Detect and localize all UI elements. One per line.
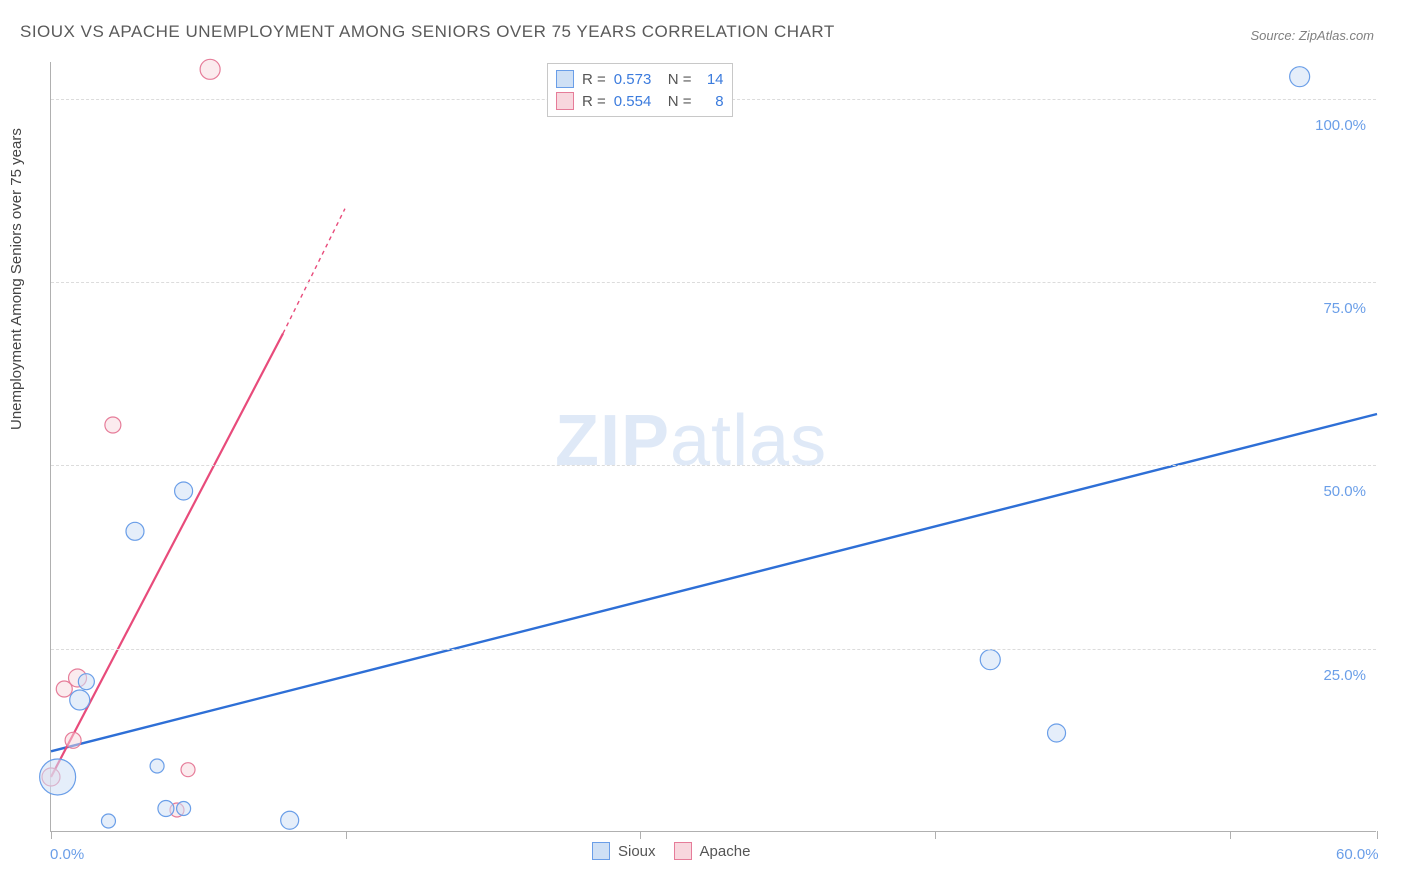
legend-swatch — [556, 92, 574, 110]
apache-point — [65, 732, 81, 748]
source-label: Source: ZipAtlas.com — [1250, 28, 1374, 43]
apache-point — [200, 59, 220, 79]
sioux-point — [70, 690, 90, 710]
sioux-point — [101, 814, 115, 828]
sioux-point — [150, 759, 164, 773]
x-tick — [1377, 831, 1378, 839]
x-tick — [935, 831, 936, 839]
legend-n-label: N = — [668, 71, 692, 88]
gridline-h — [51, 649, 1376, 650]
sioux-point — [78, 674, 94, 690]
gridline-h — [51, 465, 1376, 466]
gridline-h — [51, 282, 1376, 283]
legend-swatch — [556, 70, 574, 88]
x-tick — [346, 831, 347, 839]
legend-r-label: R = — [582, 71, 606, 88]
apache-point — [181, 763, 195, 777]
y-tick-label: 25.0% — [1323, 667, 1366, 684]
x-tick-label: 60.0% — [1336, 846, 1379, 863]
legend-series: Sioux Apache — [592, 842, 750, 860]
x-tick — [51, 831, 52, 839]
legend-series-label: Sioux — [618, 843, 656, 860]
trend-apache — [51, 333, 283, 777]
y-axis-label: Unemployment Among Seniors over 75 years — [8, 128, 25, 430]
sioux-point — [281, 811, 299, 829]
sioux-point — [177, 802, 191, 816]
sioux-point — [126, 522, 144, 540]
legend-series-item: Sioux — [592, 842, 656, 860]
sioux-point — [1048, 724, 1066, 742]
x-tick — [640, 831, 641, 839]
legend-n-value: 14 — [700, 71, 724, 88]
legend-series-item: Apache — [674, 842, 751, 860]
legend-r-value: 0.573 — [614, 71, 660, 88]
legend-swatch — [592, 842, 610, 860]
legend-swatch — [674, 842, 692, 860]
chart-svg — [51, 62, 1376, 831]
sioux-point — [175, 482, 193, 500]
sioux-point — [980, 650, 1000, 670]
legend-stats-row: R = 0.573 N = 14 — [556, 68, 724, 90]
plot-area: 25.0% 50.0% 75.0% 100.0% — [50, 62, 1376, 832]
sioux-point — [40, 759, 76, 795]
y-tick-label: 75.0% — [1323, 300, 1366, 317]
y-tick-label: 100.0% — [1315, 117, 1366, 134]
legend-series-label: Apache — [700, 843, 751, 860]
legend-stats: R = 0.573 N = 14 R = 0.554 N = 8 — [547, 63, 733, 117]
legend-stats-row: R = 0.554 N = 8 — [556, 90, 724, 112]
legend-n-label: N = — [668, 93, 692, 110]
x-tick — [1230, 831, 1231, 839]
x-tick-label: 0.0% — [50, 846, 84, 863]
legend-r-value: 0.554 — [614, 93, 660, 110]
y-tick-label: 50.0% — [1323, 483, 1366, 500]
legend-n-value: 8 — [700, 93, 724, 110]
chart-title: SIOUX VS APACHE UNEMPLOYMENT AMONG SENIO… — [20, 22, 835, 42]
trend-apache-dashed — [283, 209, 345, 334]
legend-r-label: R = — [582, 93, 606, 110]
sioux-point — [158, 801, 174, 817]
apache-point — [105, 417, 121, 433]
sioux-point — [1290, 67, 1310, 87]
